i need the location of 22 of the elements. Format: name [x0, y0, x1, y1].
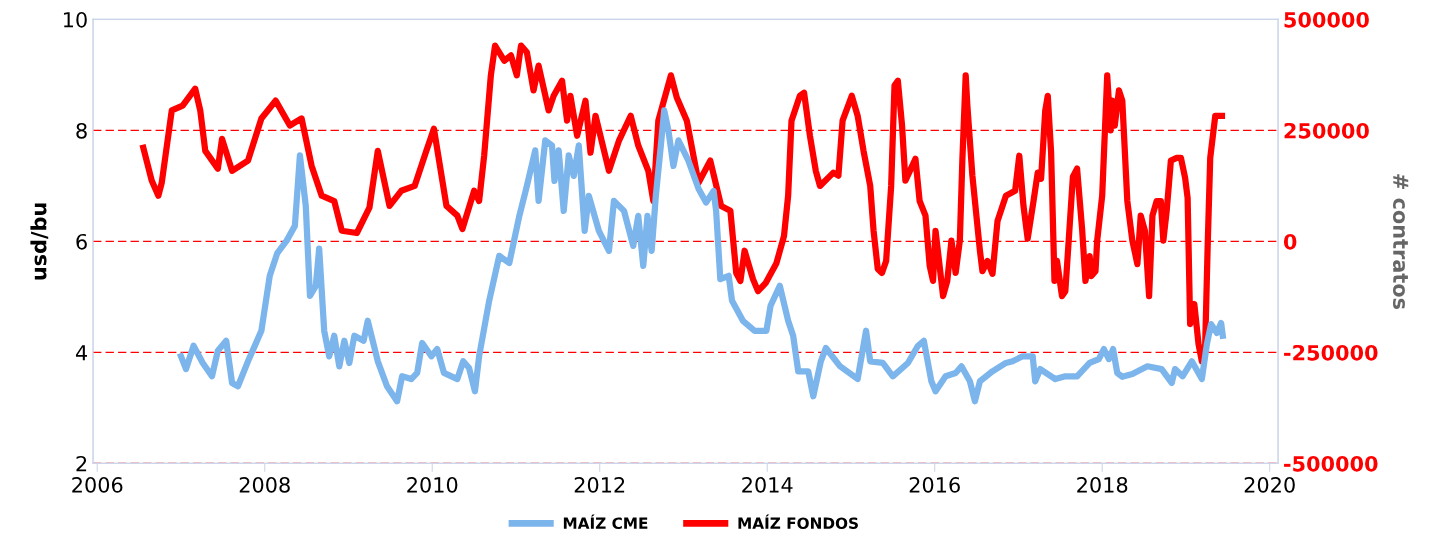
x-tick-label: 2018 — [1077, 476, 1128, 493]
y2-tick-label: 250000 — [1284, 122, 1369, 139]
y-tick-label: 4 — [75, 345, 88, 361]
x-tick-label: 2012 — [574, 476, 625, 493]
x-tick-label: 2008 — [239, 476, 290, 493]
y2-tick-label: -500000 — [1284, 455, 1378, 472]
y-tick-label: 6 — [76, 233, 87, 250]
legend-label: MAÍZ FONDOS — [738, 514, 858, 529]
legend-label: MAÍZ CME — [563, 514, 648, 529]
y-tick-label: 10 — [63, 11, 87, 28]
y-axis-title: usd/bu — [30, 203, 49, 280]
y2-axis-title: # contratos — [1392, 174, 1409, 310]
x-tick-label: 2010 — [407, 476, 458, 493]
y2-tick-label: 0 — [1283, 233, 1297, 250]
x-tick-label: 2016 — [909, 476, 960, 493]
x-tick-label: 2014 — [742, 476, 793, 493]
y2-tick-label: -250000 — [1284, 344, 1378, 361]
y-tick-label: 8 — [76, 122, 87, 139]
y2-tick-label: 500000 — [1284, 11, 1369, 28]
x-tick-label: 2020 — [1244, 476, 1295, 493]
y-tick-label: 2 — [76, 455, 87, 472]
x-tick-label: 2006 — [72, 476, 123, 493]
